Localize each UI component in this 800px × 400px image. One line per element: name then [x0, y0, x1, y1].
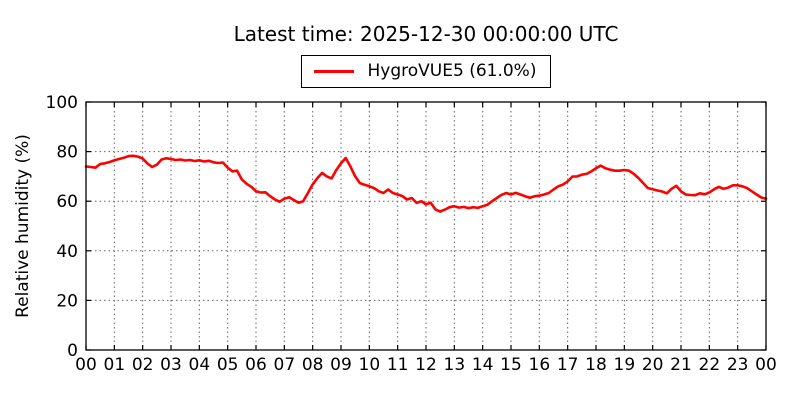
x-tick-label: 04 — [189, 355, 211, 375]
y-tick-label: 60 — [56, 192, 78, 212]
chart-title: Latest time: 2025-12-30 00:00:00 UTC — [233, 22, 619, 46]
y-tick-label: 0 — [67, 341, 78, 361]
y-tick-label: 40 — [56, 242, 78, 262]
x-tick-label: 09 — [330, 355, 352, 375]
x-tick-label: 13 — [444, 355, 466, 375]
x-tick-label: 05 — [217, 355, 239, 375]
x-tick-label: 14 — [472, 355, 494, 375]
x-tick-label: 06 — [245, 355, 267, 375]
x-tick-label: 21 — [670, 355, 692, 375]
legend-label: HygroVUE5 (61.0%) — [367, 61, 537, 81]
legend-line-swatch — [313, 69, 354, 73]
x-tick-label: 10 — [359, 355, 381, 375]
x-tick-label: 07 — [274, 355, 296, 375]
x-tick-label: 16 — [529, 355, 551, 375]
y-axis-label: Relative humidity (%) — [13, 134, 33, 318]
plot-border — [85, 101, 767, 351]
x-tick-label: 22 — [699, 355, 721, 375]
x-tick-label: 00 — [755, 355, 777, 375]
x-tick-label: 17 — [557, 355, 579, 375]
legend-box: HygroVUE5 (61.0%) — [300, 55, 552, 88]
y-tick-label: 80 — [56, 143, 78, 163]
figure-header: Latest time: 2025-12-30 00:00:00 UTC Hyg… — [86, 0, 766, 88]
x-tick-label: 02 — [132, 355, 154, 375]
x-tick-label: 01 — [104, 355, 126, 375]
x-tick-label: 00 — [75, 355, 97, 375]
x-tick-label: 03 — [160, 355, 182, 375]
x-tick-label: 23 — [727, 355, 749, 375]
x-tick-label: 18 — [585, 355, 607, 375]
x-tick-label: 12 — [415, 355, 437, 375]
y-tick-label: 20 — [56, 291, 78, 311]
series-line-hygrovue5 — [84, 154, 768, 213]
x-tick-label: 08 — [302, 355, 324, 375]
x-tick-label: 19 — [614, 355, 636, 375]
x-tick-label: 11 — [387, 355, 409, 375]
y-tick-label: 100 — [46, 93, 78, 113]
x-tick-label: 20 — [642, 355, 664, 375]
x-tick-label: 15 — [500, 355, 522, 375]
